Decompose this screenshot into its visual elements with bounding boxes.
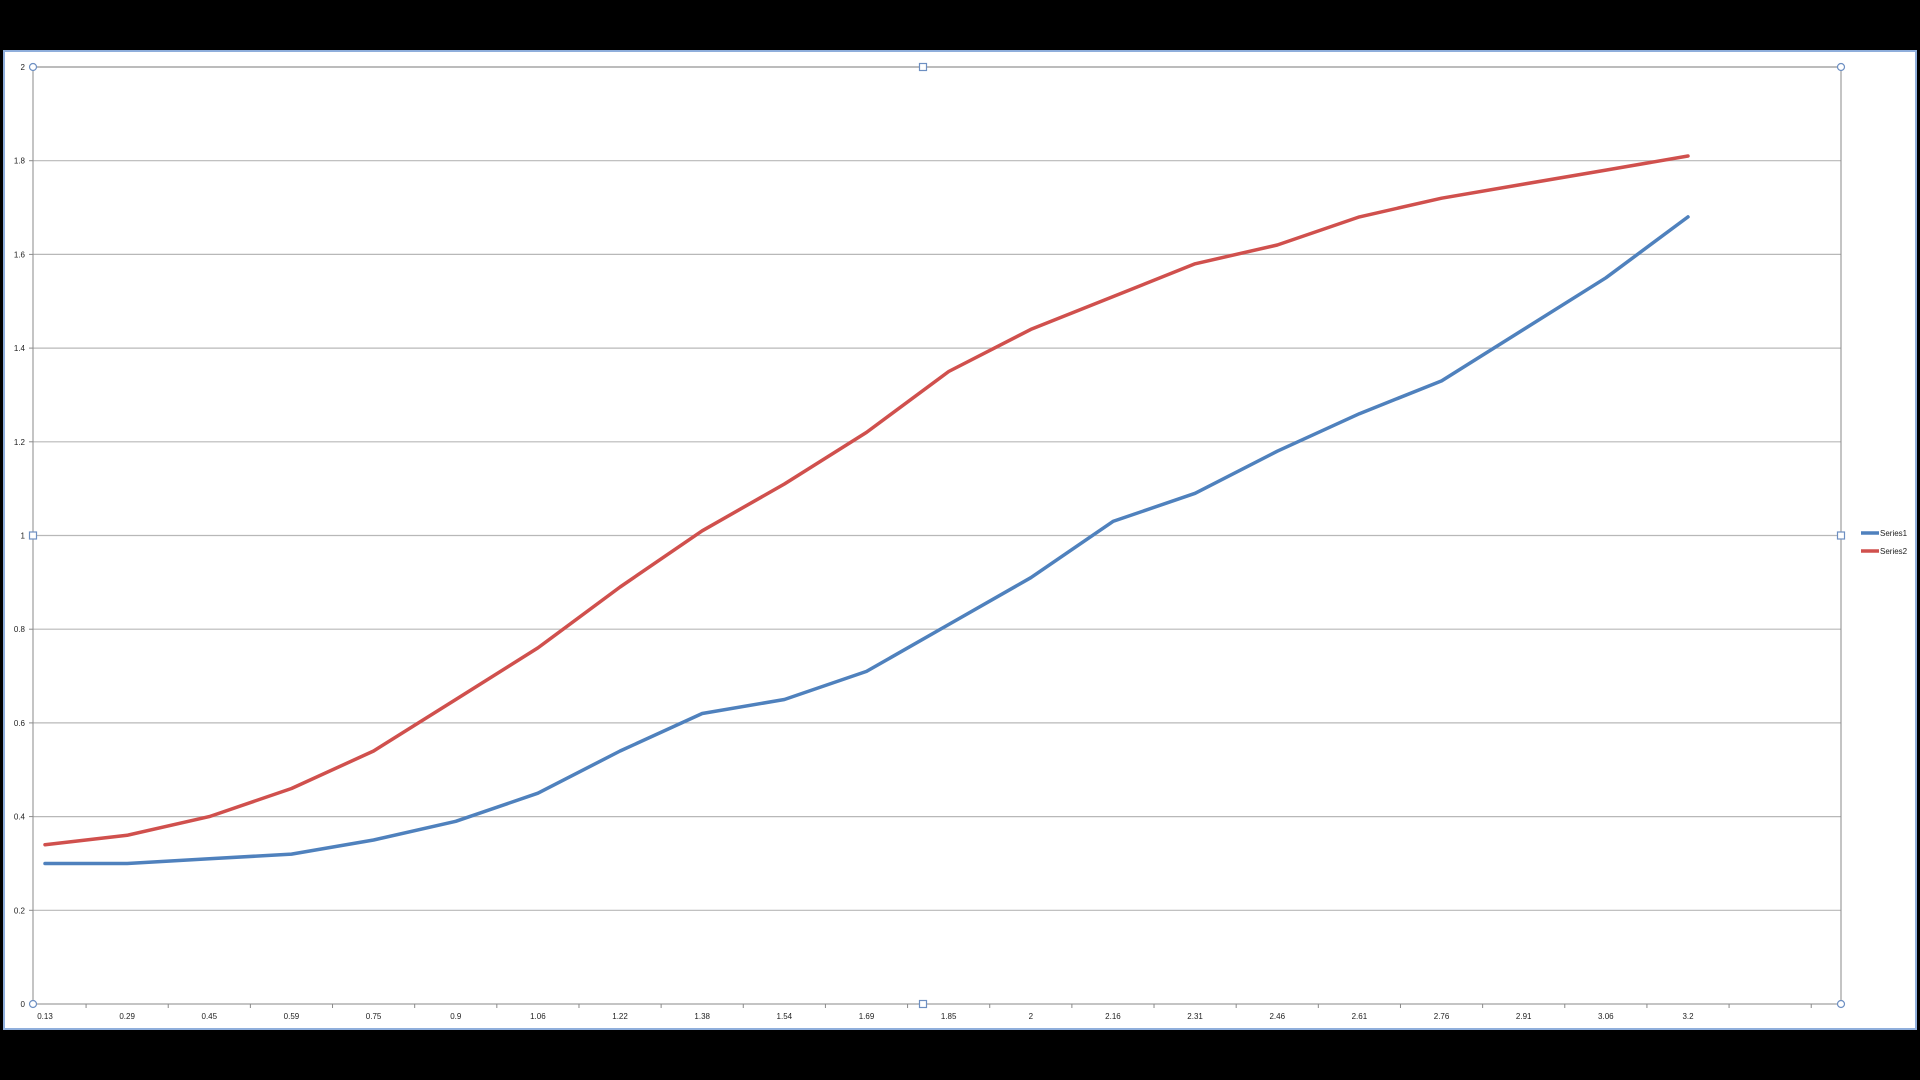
x-tick-label: 1.06 [530, 1012, 546, 1021]
y-tick-label: 0 [21, 1000, 26, 1009]
series-lines [43, 154, 1690, 866]
x-tick-label: 0.9 [450, 1012, 462, 1021]
resize-handle[interactable] [28, 62, 38, 72]
x-tick-label: 1.54 [777, 1012, 793, 1021]
resize-handle[interactable] [918, 999, 928, 1009]
x-tick-label: 1.69 [859, 1012, 875, 1021]
x-tick-label: 1.22 [612, 1012, 628, 1021]
y-tick-label: 1.2 [14, 438, 26, 447]
x-tick-label: 0.29 [119, 1012, 135, 1021]
x-tick-label: 1.38 [694, 1012, 710, 1021]
legend[interactable]: Series1 Series2 [1861, 529, 1908, 556]
x-tick-label: 3.2 [1682, 1012, 1694, 1021]
resize-handle[interactable] [28, 999, 38, 1009]
chart-area[interactable]: 0 0.2 0.4 0.6 0.8 1 1.2 1.4 1.6 1.8 2 0.13 0.29 0.45 0… [3, 50, 1917, 1030]
x-tick-label: 2.46 [1269, 1012, 1285, 1021]
y-tick-label: 1.8 [14, 157, 26, 166]
x-tick-label: 2 [1029, 1012, 1034, 1021]
x-tick-label: 0.75 [366, 1012, 382, 1021]
resize-handle[interactable] [28, 531, 38, 540]
series-line-series1[interactable] [43, 215, 1690, 866]
x-tick-label: 2.31 [1187, 1012, 1203, 1021]
selection-handles[interactable] [28, 62, 1846, 1009]
y-tick-label: 0.2 [14, 906, 26, 915]
y-tick-label: 0.8 [14, 625, 26, 634]
resize-handle[interactable] [1836, 999, 1846, 1009]
line-chart: 0 0.2 0.4 0.6 0.8 1 1.2 1.4 1.6 1.8 2 0.13 0.29 0.45 0… [14, 62, 1908, 1021]
y-tick-label: 0.6 [14, 719, 26, 728]
legend-label-series2: Series2 [1880, 547, 1908, 556]
legend-label-series1: Series1 [1880, 529, 1908, 538]
y-tick-label: 1.6 [14, 250, 26, 259]
y-tick-label: 2 [21, 63, 26, 72]
x-tick-label: 2.16 [1105, 1012, 1121, 1021]
y-tick-label: 0.4 [14, 813, 26, 822]
resize-handle[interactable] [918, 62, 928, 72]
resize-handle[interactable] [1836, 531, 1846, 540]
series-line-series2[interactable] [43, 154, 1690, 847]
x-tick-label: 3.06 [1598, 1012, 1614, 1021]
y-tick-label: 1.4 [14, 344, 26, 353]
x-tick-label: 1.85 [941, 1012, 957, 1021]
x-tick-label: 2.61 [1352, 1012, 1368, 1021]
resize-handle[interactable] [1836, 62, 1846, 72]
x-tick-label: 0.13 [37, 1012, 53, 1021]
y-tick-label: 1 [21, 532, 26, 541]
x-tick-label: 2.91 [1516, 1012, 1532, 1021]
axes: 0 0.2 0.4 0.6 0.8 1 1.2 1.4 1.6 1.8 2 0.13 0.29 0.45 0… [14, 63, 1842, 1021]
x-tick-label: 2.76 [1434, 1012, 1450, 1021]
x-tick-label: 0.59 [284, 1012, 300, 1021]
x-tick-label: 0.45 [202, 1012, 218, 1021]
